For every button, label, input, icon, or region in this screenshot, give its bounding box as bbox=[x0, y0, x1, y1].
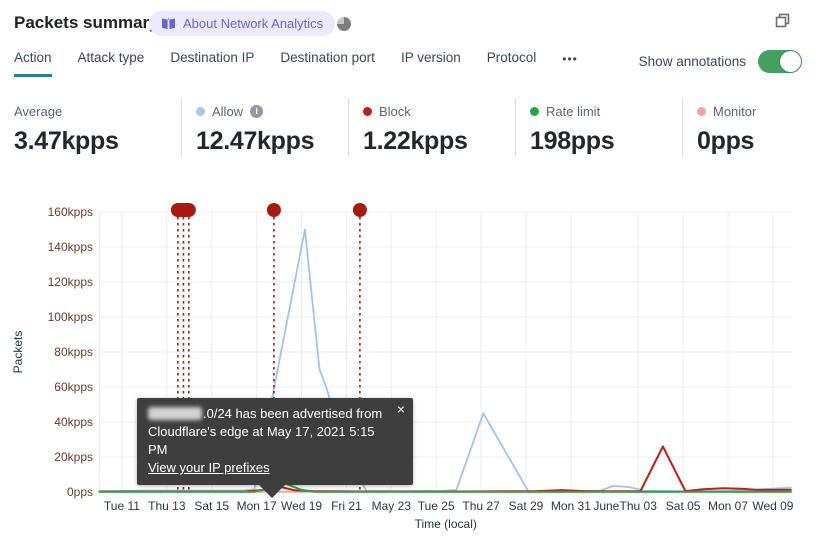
tooltip-caret bbox=[259, 485, 285, 498]
stat-value: 0pps bbox=[697, 127, 755, 155]
x-tick-label: Sat 05 bbox=[666, 499, 701, 513]
x-tick-label: Mon 31 bbox=[551, 499, 591, 513]
stat-label: Monitor bbox=[713, 103, 757, 119]
tabs-more-button[interactable]: ••• bbox=[562, 52, 578, 66]
annotation-marker-dot[interactable] bbox=[352, 203, 367, 217]
annotation-tooltip: × .0/24 has been advertised from Cloudfl… bbox=[137, 398, 413, 498]
y-tick-label: 60kpps bbox=[54, 380, 93, 394]
stat-rate-limit: Rate limit 198pps bbox=[515, 98, 682, 156]
stat-value: 3.47kpps bbox=[14, 127, 119, 155]
show-annotations-toggle[interactable] bbox=[758, 50, 802, 73]
stat-label: Average bbox=[14, 103, 63, 119]
stat-label: Block bbox=[379, 103, 411, 119]
toggle-knob bbox=[780, 51, 801, 72]
series-color-dot bbox=[530, 106, 539, 116]
x-tick-label: Fri 21 bbox=[331, 499, 362, 513]
series-color-dot bbox=[196, 106, 205, 116]
dimension-tabs: Action Attack type Destination IP Destinati… bbox=[14, 50, 578, 80]
view-ip-prefixes-link[interactable]: View your IP prefixes bbox=[148, 460, 270, 475]
tab-destination-port[interactable]: Destination port bbox=[280, 50, 375, 65]
tab-protocol[interactable]: Protocol bbox=[486, 50, 537, 65]
x-tick-label: Thu 13 bbox=[148, 499, 186, 513]
annotation-marker-dot[interactable] bbox=[266, 203, 281, 217]
stat-monitor: Monitor 0pps bbox=[682, 98, 816, 156]
x-tick-label: Sat 15 bbox=[194, 499, 229, 513]
x-tick-label: Tue 25 bbox=[418, 499, 455, 513]
show-annotations-control: Show annotations bbox=[639, 50, 802, 73]
summary-stats: Average 3.47kpps Allow i 12.47kpps Block 1.22k… bbox=[14, 98, 816, 156]
expand-panel-icon[interactable] bbox=[774, 12, 791, 29]
usage-pie-icon bbox=[337, 17, 351, 31]
stat-label: Allow bbox=[212, 103, 244, 119]
about-network-analytics-link[interactable]: About Network Analytics bbox=[149, 11, 336, 36]
tab-action[interactable]: Action bbox=[14, 50, 52, 77]
y-tick-label: 40kpps bbox=[54, 415, 93, 429]
series-color-dot bbox=[697, 106, 706, 116]
x-axis-title: Time (local) bbox=[415, 517, 477, 531]
x-tick-label: Mon 07 bbox=[708, 499, 748, 513]
x-tick-label: Wed 09 bbox=[752, 499, 793, 513]
x-tick-label: Mon 17 bbox=[237, 499, 277, 513]
y-tick-label: 120kpps bbox=[48, 275, 93, 289]
stat-value: 1.22kpps bbox=[363, 127, 468, 155]
stat-block: Block 1.22kpps bbox=[348, 98, 515, 156]
close-icon[interactable]: × bbox=[396, 401, 405, 417]
y-tick-label: 80kpps bbox=[54, 345, 93, 359]
redacted-ip-prefix bbox=[148, 407, 202, 420]
tooltip-text: .0/24 has been advertised from Cloudflar… bbox=[148, 406, 383, 457]
tab-ip-version[interactable]: IP version bbox=[400, 50, 461, 65]
x-tick-label: June bbox=[593, 499, 619, 513]
stat-value: 12.47kpps bbox=[196, 127, 315, 155]
stat-allow: Allow i 12.47kpps bbox=[181, 98, 348, 156]
info-icon[interactable]: i bbox=[250, 104, 264, 118]
y-tick-label: 140kpps bbox=[48, 240, 93, 254]
series-color-dot bbox=[363, 106, 372, 116]
stat-label: Rate limit bbox=[546, 103, 601, 119]
y-tick-label: 20kpps bbox=[54, 450, 93, 464]
show-annotations-label: Show annotations bbox=[638, 54, 746, 69]
x-tick-label: May 23 bbox=[372, 499, 412, 513]
y-tick-label: 0pps bbox=[67, 485, 93, 499]
tab-attack-type[interactable]: Attack type bbox=[77, 50, 145, 65]
y-axis-title: Packets bbox=[11, 331, 25, 374]
x-tick-label: Sat 29 bbox=[509, 499, 544, 513]
book-icon bbox=[162, 17, 175, 29]
about-badge-label: About Network Analytics bbox=[183, 16, 324, 31]
x-tick-label: Tue 11 bbox=[104, 499, 140, 513]
x-tick-label: Thu 03 bbox=[620, 499, 658, 513]
y-tick-label: 100kpps bbox=[48, 310, 93, 324]
annotation-marker-pill[interactable] bbox=[170, 203, 196, 217]
x-tick-label: Wed 19 bbox=[281, 499, 322, 513]
tab-destination-ip[interactable]: Destination IP bbox=[170, 50, 255, 65]
x-tick-label: Thu 27 bbox=[462, 499, 500, 513]
stat-value: 198pps bbox=[530, 127, 615, 155]
stat-average: Average 3.47kpps bbox=[14, 98, 181, 156]
page-title: Packets summary bbox=[14, 13, 159, 32]
y-tick-label: 160kpps bbox=[48, 205, 93, 219]
